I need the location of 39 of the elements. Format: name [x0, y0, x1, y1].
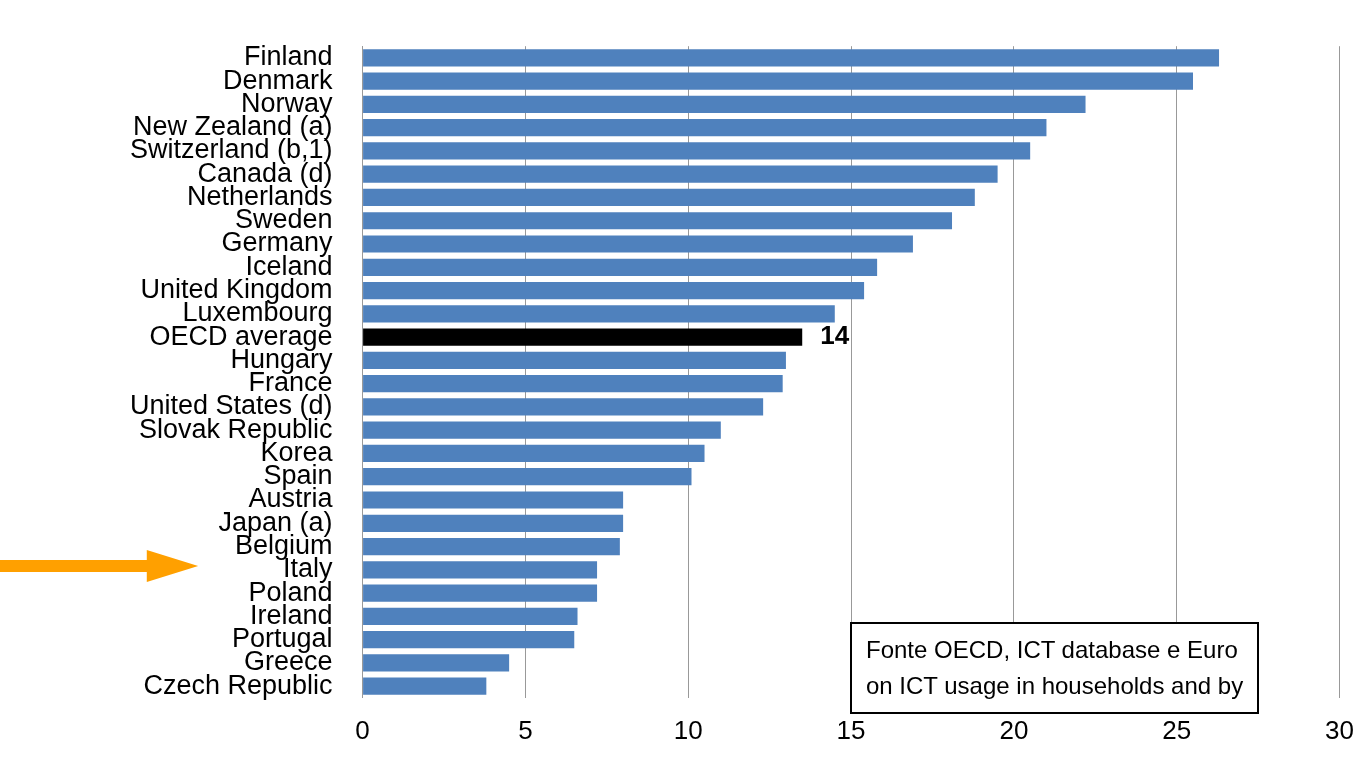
x-tick-label: 15 [836, 714, 866, 745]
x-tick-label: 30 [1325, 714, 1354, 745]
annotation: Fonte OECD, ICT database e Euro [866, 635, 1239, 665]
bar [363, 561, 598, 579]
x-tick-label: 20 [999, 714, 1029, 745]
bar [363, 188, 975, 207]
bar [363, 537, 620, 556]
bar [363, 165, 998, 183]
bar [363, 677, 487, 695]
bar [363, 119, 1047, 137]
bar [363, 142, 1031, 160]
bar [363, 258, 878, 276]
bar [363, 235, 913, 253]
bar [363, 49, 1220, 67]
bar [363, 305, 835, 323]
bar [363, 398, 764, 416]
bar [363, 491, 624, 509]
y-tick-label: Czech Republic [143, 669, 333, 700]
bar [363, 328, 803, 346]
x-tick-label: 10 [673, 714, 703, 745]
data-label: 14 [820, 320, 850, 351]
bar [363, 95, 1086, 113]
bar [363, 281, 865, 300]
bar [363, 631, 575, 649]
bar [363, 351, 786, 369]
x-tick-label: 25 [1162, 714, 1192, 745]
annotation: on ICT usage in households and by [866, 671, 1244, 701]
bar [363, 468, 692, 486]
bar [363, 607, 578, 625]
bar [363, 584, 598, 602]
bar [363, 514, 624, 532]
x-tick-label: 5 [518, 714, 533, 745]
bar [363, 72, 1193, 90]
bar [363, 212, 953, 230]
bar [363, 421, 721, 439]
bar [363, 444, 705, 463]
bar [363, 375, 783, 393]
bar [363, 654, 510, 672]
x-tick-label: 0 [355, 714, 370, 745]
